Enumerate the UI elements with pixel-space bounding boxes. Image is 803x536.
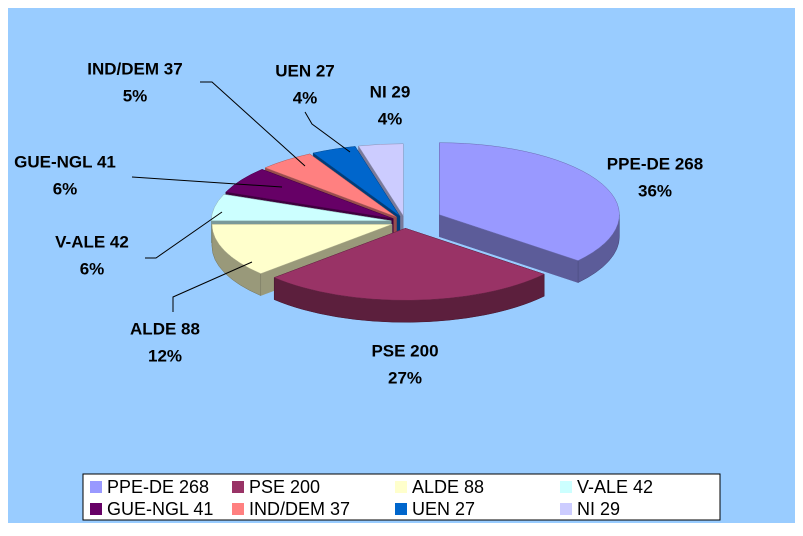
legend: PPE-DE 268 PSE 200 ALDE 88 V-ALE 42 GUE-NGL …	[90, 477, 653, 519]
slice	[211, 224, 393, 274]
data-label-value: 4%	[378, 109, 403, 128]
legend-label: GUE-NGL 41	[107, 499, 213, 519]
legend-label: V-ALE 42	[577, 477, 653, 497]
slice	[439, 142, 620, 261]
data-label-value: 6%	[80, 259, 105, 278]
data-label-name: V-ALE 42	[55, 232, 129, 251]
labels: PPE-DE 268 36% PSE 200 27% ALDE 88 12% V-ALE 4…	[14, 59, 703, 387]
slice	[225, 169, 394, 219]
data-label-name: NI 29	[370, 82, 411, 101]
slice	[312, 146, 401, 217]
slice	[358, 143, 404, 217]
slice	[264, 153, 397, 218]
slice	[210, 194, 392, 222]
legend-label: IND/DEM 37	[249, 499, 350, 519]
data-label-value: 4%	[293, 88, 318, 107]
data-label-value: 27%	[388, 368, 422, 387]
legend-label: NI 29	[577, 499, 620, 519]
data-label-name: PPE-DE 268	[607, 154, 703, 173]
legend-swatch	[560, 503, 572, 515]
legend-swatch	[395, 503, 407, 515]
legend-label: UEN 27	[412, 499, 475, 519]
legend-label: PPE-DE 268	[107, 477, 209, 497]
legend-swatch	[232, 503, 244, 515]
data-label-name: ALDE 88	[130, 319, 200, 338]
legend-swatch	[90, 481, 102, 493]
pie	[210, 142, 620, 323]
data-label-name: GUE-NGL 41	[14, 152, 116, 171]
data-label-value: 5%	[123, 86, 148, 105]
legend-swatch	[90, 503, 102, 515]
data-label-name: IND/DEM 37	[87, 59, 182, 78]
legend-label: ALDE 88	[412, 477, 484, 497]
data-label-name: PSE 200	[371, 341, 438, 360]
legend-swatch	[395, 481, 407, 493]
leader-line	[304, 111, 351, 153]
slice	[273, 228, 545, 301]
legend-swatch	[232, 481, 244, 493]
data-label-name: UEN 27	[275, 61, 335, 80]
data-label-value: 12%	[148, 346, 182, 365]
leader-line	[145, 211, 223, 259]
legend-swatch	[560, 481, 572, 493]
data-label-value: 6%	[53, 179, 78, 198]
leader-line	[131, 176, 283, 188]
leader-line	[200, 81, 306, 167]
leader-line	[172, 261, 253, 312]
legend-label: PSE 200	[249, 477, 320, 497]
data-label-value: 36%	[638, 181, 672, 200]
